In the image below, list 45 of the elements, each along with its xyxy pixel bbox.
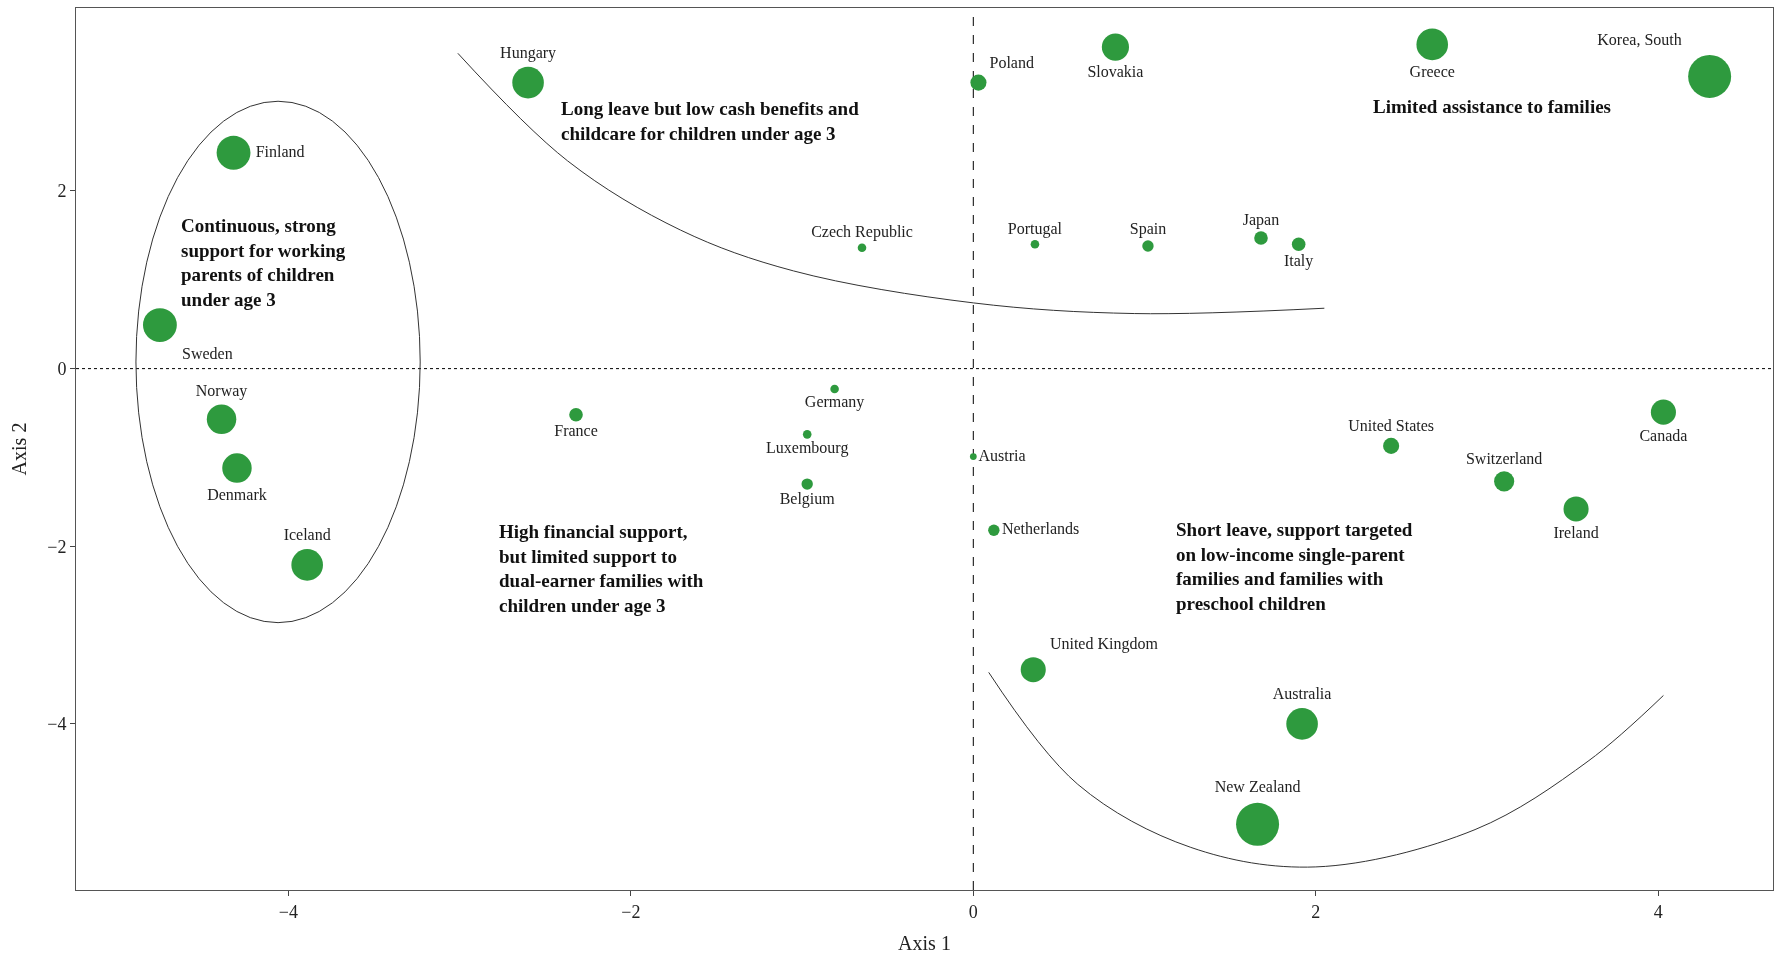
series-label: Czech Republic [811, 223, 913, 242]
x-tick-label: −2 [621, 901, 641, 922]
y-tick-label: −4 [47, 714, 67, 735]
line-series [988, 671, 1664, 868]
series-label: Germany [804, 393, 865, 412]
annotation: Long leave but low cash benefits and childcare for children under age 3 [561, 98, 860, 144]
series-label: Austria [978, 446, 1026, 464]
series-label: Belgium [779, 490, 836, 509]
series-label: Australia [1272, 685, 1332, 703]
x-tick-label: 4 [1653, 901, 1663, 922]
annotation: Short leave, support targeted on low-income single-parent families and families with preschool children [1176, 519, 1413, 615]
series-label: France [554, 422, 598, 440]
x-tick-label: −4 [278, 901, 298, 922]
y-tick-label: −2 [47, 536, 67, 557]
series-label: Hungary [500, 43, 557, 62]
x-axis-title: Axis 1 [898, 932, 951, 955]
y-tick-label: 0 [57, 358, 67, 379]
series-label: Greece [1409, 63, 1455, 81]
series-label: Netherlands [1001, 520, 1080, 538]
series-label: Finland [255, 142, 305, 160]
series-label: Japan [1242, 210, 1280, 229]
series-label: United Kingdom [1049, 635, 1159, 654]
series-label: Poland [989, 53, 1034, 71]
series-label: United States [1348, 416, 1435, 434]
series-label: Norway [195, 381, 248, 400]
series-label: Slovakia [1087, 63, 1144, 81]
series-label: Portugal [1007, 219, 1063, 238]
series-label: Iceland [283, 526, 331, 544]
series-label: Switzerland [1465, 449, 1543, 467]
series-label: Sweden [182, 345, 233, 363]
annotation: Limited assistance to families [1373, 96, 1612, 117]
x-tick-label: 2 [1311, 901, 1321, 922]
series-label: Ireland [1553, 523, 1599, 541]
series-label: Denmark [207, 485, 267, 503]
series-label: New Zealand [1214, 778, 1301, 796]
series-label: Canada [1639, 426, 1688, 444]
annotation: High financial support, but limited support to dual-earner families with children under age 3 [499, 521, 704, 617]
series-label: Korea, South [1597, 30, 1682, 48]
y-axis-title: Axis 2 [7, 422, 30, 476]
series-label: Italy [1284, 251, 1314, 270]
x-tick-label: 0 [968, 901, 978, 922]
series-label: Spain [1129, 219, 1167, 238]
y-tick-label: 2 [57, 181, 67, 202]
annotation: Continuous, strong support for working parents of children under age 3 [181, 215, 346, 311]
series-label: Luxembourg [766, 438, 849, 457]
